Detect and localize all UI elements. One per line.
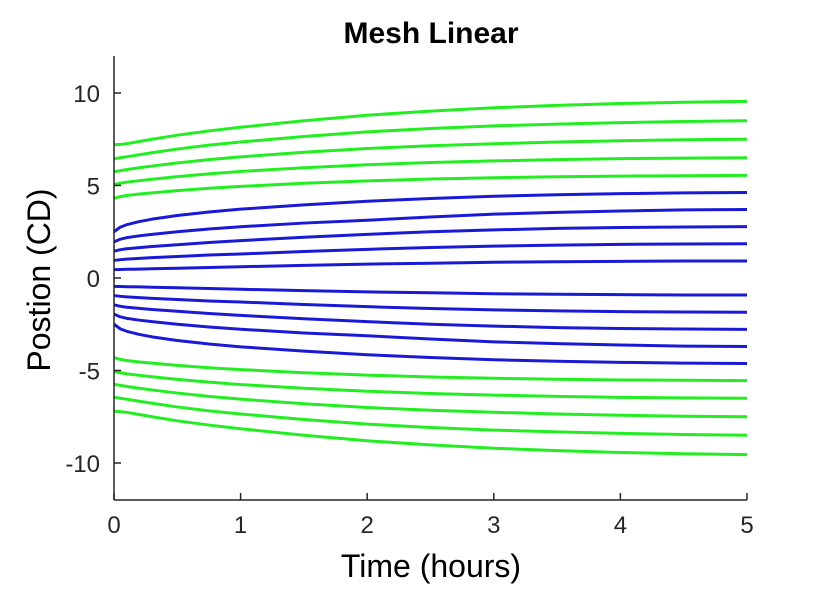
series-line-2: [113, 395, 748, 437]
series-line-5: [113, 356, 748, 383]
y-tick-label: -10: [65, 451, 100, 478]
series-line-8: [113, 303, 748, 331]
series-line-7: [113, 312, 748, 348]
chart-title: Mesh Linear: [343, 17, 518, 50]
series-line-1: [113, 409, 748, 457]
series-line-14: [113, 208, 748, 244]
series-line-10: [113, 284, 747, 297]
series-line-13: [113, 225, 748, 253]
series-line-11: [113, 259, 747, 272]
x-tick-label: 0: [107, 512, 120, 539]
series-line-4: [113, 369, 748, 400]
x-tick-label: 3: [487, 512, 500, 539]
y-axis-title: Postion (CD): [21, 188, 57, 371]
x-tick-label: 4: [614, 512, 627, 539]
series-line-20: [113, 99, 748, 147]
x-tick-label: 5: [740, 512, 753, 539]
x-tick-label: 2: [361, 512, 374, 539]
series-layer: [113, 99, 748, 457]
series-line-17: [113, 156, 748, 187]
ticks-layer: 0 1 2 3 4 5 -10 -5 0 5 10: [65, 81, 753, 539]
series-line-16: [113, 173, 748, 200]
x-axis-title: Time (hours): [341, 548, 521, 584]
series-line-3: [113, 382, 748, 419]
x-tick-label: 1: [234, 512, 247, 539]
y-tick-label: 5: [87, 174, 100, 201]
y-tick-label: 0: [87, 266, 100, 293]
series-line-6: [113, 323, 748, 365]
y-tick-label: -5: [79, 359, 100, 386]
series-line-19: [113, 119, 748, 161]
series-line-18: [113, 137, 748, 174]
series-line-9: [113, 294, 748, 314]
y-tick-label: 10: [73, 81, 100, 108]
series-line-15: [113, 191, 748, 233]
series-line-12: [113, 242, 748, 262]
